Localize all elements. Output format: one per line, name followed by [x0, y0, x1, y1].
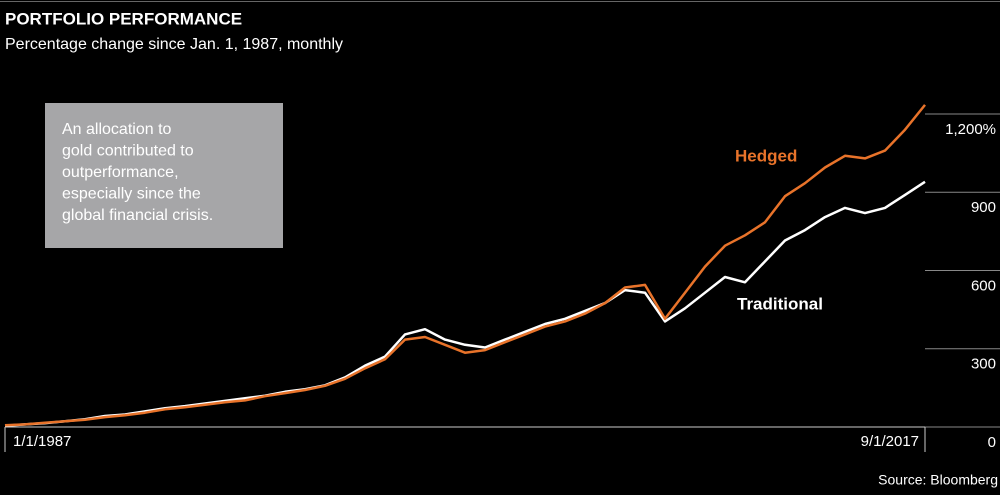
y-tick-label: 300 — [971, 356, 996, 373]
y-tick-label: 900 — [971, 199, 996, 216]
x-tick-label: 9/1/2017 — [861, 433, 919, 450]
annotation-text: gold contributed to — [62, 143, 194, 160]
annotation-text: outperformance, — [62, 164, 179, 181]
y-tick-label: 600 — [971, 277, 996, 294]
y-tick-label: 0 — [988, 434, 996, 451]
series-label: Traditional — [737, 294, 823, 313]
annotation-box — [45, 103, 283, 248]
y-tick-label: 1,200% — [945, 121, 996, 138]
series-label: Hedged — [735, 146, 797, 165]
x-tick-label: 1/1/1987 — [13, 433, 71, 450]
annotation-text: An allocation to — [62, 121, 172, 138]
source: Source: Bloomberg — [878, 472, 998, 488]
chart-title: PORTFOLIO PERFORMANCE — [5, 9, 242, 28]
annotation-text: especially since the — [62, 186, 201, 203]
annotation-text: global financial crisis. — [62, 207, 213, 224]
series-line — [4, 104, 926, 427]
chart-subtitle: Percentage change since Jan. 1, 1987, mo… — [5, 36, 343, 53]
